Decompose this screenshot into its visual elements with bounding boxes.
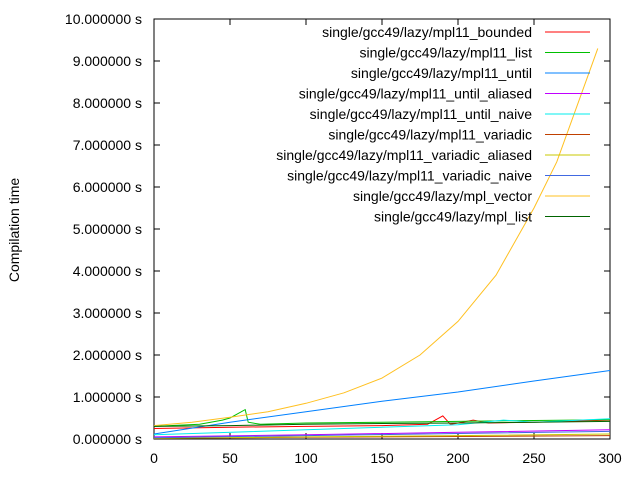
legend-label: single/gcc49/lazy/mpl11_until — [351, 65, 532, 81]
y-tick-label: 5.000000 s — [73, 221, 142, 237]
series-line-2 — [153, 408, 611, 427]
plot-frame — [153, 18, 611, 440]
series-layer — [153, 48, 611, 439]
legend-label: single/gcc49/lazy/mpl11_list — [360, 45, 533, 61]
y-tick-label: 8.000000 s — [73, 95, 142, 111]
x-tick-label: 0 — [150, 450, 158, 466]
legend: single/gcc49/lazy/mpl11_bounded single/gc… — [276, 24, 590, 225]
series-line-4 — [153, 429, 611, 438]
x-tick-label: 200 — [446, 450, 470, 466]
y-tick-label: 6.000000 s — [73, 179, 142, 195]
legend-label: single/gcc49/lazy/mpl_list — [374, 209, 532, 225]
legend-label: single/gcc49/lazy/mpl_vector — [353, 188, 532, 204]
y-tick-label: 3.000000 s — [73, 305, 142, 321]
x-tick-label: 300 — [598, 450, 622, 466]
x-tick-label: 100 — [294, 450, 318, 466]
x-tick-label: 50 — [222, 450, 238, 466]
y-tick-label: 9.000000 s — [73, 53, 142, 69]
legend-label: single/gcc49/lazy/mpl11_until_aliased — [299, 86, 532, 102]
series-line-8 — [153, 430, 611, 439]
y-axis-label: Compilation time — [6, 178, 22, 282]
y-tick-label: 7.000000 s — [73, 137, 142, 153]
series-line-10 — [153, 420, 611, 427]
x-tick-label: 250 — [522, 450, 546, 466]
y-tick-label: 0.000000 s — [73, 431, 142, 447]
y-tick-label: 2.000000 s — [73, 347, 142, 363]
legend-label: single/gcc49/lazy/mpl11_variadic_aliased — [276, 147, 532, 163]
y-tick-label: 10.000000 s — [65, 11, 142, 27]
legend-label: single/gcc49/lazy/mpl11_variadic_naive — [287, 168, 532, 184]
legend-label: single/gcc49/lazy/mpl11_bounded — [322, 24, 532, 40]
y-tick-label: 4.000000 s — [73, 263, 142, 279]
x-axis: 0 50 100 150 200 250 300 — [150, 19, 622, 466]
series-line-3 — [153, 370, 611, 435]
series-line-9 — [153, 48, 599, 427]
legend-label: single/gcc49/lazy/mpl11_variadic — [328, 127, 532, 143]
y-tick-label: 1.000000 s — [73, 389, 142, 405]
y-axis: 0.000000 s 1.000000 s 2.000000 s 3.000000 s… — [65, 11, 610, 447]
x-tick-label: 150 — [370, 450, 394, 466]
legend-label: single/gcc49/lazy/mpl11_until_naive — [310, 106, 533, 122]
series-line-7 — [153, 433, 611, 439]
